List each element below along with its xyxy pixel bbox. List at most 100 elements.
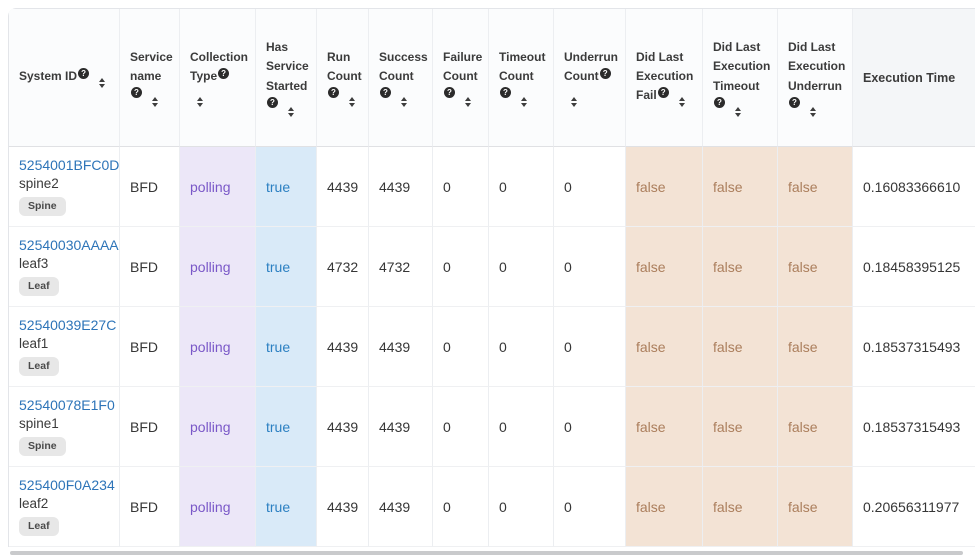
did-last-execution-timeout-cell: false [703,227,778,307]
column-label: Has Service Started [266,40,309,93]
did-last-execution-timeout-cell: false [703,307,778,387]
help-icon[interactable]: ? [657,87,669,99]
system-id-cell: 525400F0A234 leaf2 Leaf [9,467,120,547]
system-id-link[interactable]: 525400F0A234 [19,477,115,494]
failure-count-cell: 0 [433,147,489,227]
system-name: leaf3 [19,256,49,272]
service-name-cell: BFD [120,307,180,387]
help-icon[interactable]: ? [599,68,611,79]
help-icon[interactable]: ? [444,87,455,99]
service-name-cell: BFD [120,227,180,307]
did-last-execution-fail-cell: false [626,147,703,227]
horizontal-scrollbar[interactable] [10,551,963,555]
system-id-link[interactable]: 5254001BFC0D [19,157,120,174]
system-id-link[interactable]: 52540078E1F0 [19,397,115,414]
failure-count-cell: 0 [433,387,489,467]
sort-icon[interactable] [197,97,203,108]
execution-time-cell: 0.18458395125 [853,227,975,307]
system-name: leaf1 [19,336,49,352]
timeout-count-cell: 0 [489,307,554,387]
help-icon[interactable]: ? [500,87,511,99]
did-last-execution-underrun-cell: false [778,147,853,227]
system-id-cell: 52540039E27C leaf1 Leaf [9,307,120,387]
column-header-timeout-count[interactable]: Timeout Count ? [489,9,554,147]
collection-type-cell: polling [180,307,256,387]
column-header-did-last-execution-fail[interactable]: Did Last Execution Fail? [626,9,703,147]
underrun-count-cell: 0 [554,307,626,387]
has-service-started-cell: true [256,227,317,307]
did-last-execution-fail-cell: false [626,227,703,307]
help-icon[interactable]: ? [714,96,725,108]
help-icon[interactable]: ? [380,87,391,99]
failure-count-cell: 0 [433,227,489,307]
success-count-cell: 4439 [369,387,433,467]
sort-icon[interactable] [465,97,472,108]
timeout-count-cell: 0 [489,147,554,227]
help-icon[interactable]: ? [131,87,142,99]
success-count-cell: 4439 [369,307,433,387]
collection-type-cell: polling [180,227,256,307]
header-row: System ID? Service name ? Collection Typ… [9,9,975,147]
help-icon[interactable]: ? [218,68,230,79]
service-name-cell: BFD [120,467,180,547]
column-header-has-service-started[interactable]: Has Service Started ? [256,9,317,147]
did-last-execution-timeout-cell: false [703,467,778,547]
role-badge: Leaf [19,277,59,296]
column-header-did-last-execution-underrun[interactable]: Did Last Execution Underrun ? [778,9,853,147]
column-label: Did Last Execution Fail [636,49,694,103]
column-label: Success Count [379,49,428,83]
run-count-cell: 4439 [317,307,369,387]
column-header-collection-type[interactable]: Collection Type? [180,9,256,147]
column-header-did-last-execution-timeout[interactable]: Did Last Execution Timeout ? [703,9,778,147]
table-row: 52540039E27C leaf1 Leaf BFD polling true… [9,307,975,387]
system-id-link[interactable]: 52540030AAAA [19,237,119,254]
underrun-count-cell: 0 [554,147,626,227]
service-name-cell: BFD [120,387,180,467]
help-icon[interactable]: ? [267,96,278,108]
column-label: System ID [19,69,78,83]
sort-icon[interactable] [679,97,686,108]
column-header-run-count[interactable]: Run Count ? [317,9,369,147]
failure-count-cell: 0 [433,467,489,547]
column-label: Run Count [327,49,362,83]
did-last-execution-underrun-cell: false [778,307,853,387]
service-name-cell: BFD [120,147,180,227]
sort-icon[interactable] [571,97,577,108]
sort-icon[interactable] [288,106,295,117]
role-badge: Spine [19,437,66,456]
sort-icon[interactable] [521,97,528,108]
column-header-failure-count[interactable]: Failure Count ? [433,9,489,147]
sort-icon[interactable] [401,97,408,108]
system-name: spine2 [19,176,59,192]
sort-icon[interactable] [99,78,106,88]
run-count-cell: 4732 [317,227,369,307]
has-service-started-cell: true [256,307,317,387]
did-last-execution-timeout-cell: false [703,147,778,227]
column-label: Did Last Execution Timeout [713,40,771,93]
column-header-execution-time[interactable]: Execution Time [853,9,975,147]
column-header-service-name[interactable]: Service name ? [120,9,180,147]
system-id-cell: 52540078E1F0 spine1 Spine [9,387,120,467]
table-row: 5254001BFC0D spine2 Spine BFD polling tr… [9,147,975,227]
sort-icon[interactable] [152,97,159,108]
help-icon[interactable]: ? [328,87,339,99]
underrun-count-cell: 0 [554,467,626,547]
sort-icon[interactable] [810,106,817,117]
role-badge: Leaf [19,517,59,536]
role-badge: Leaf [19,357,59,376]
did-last-execution-underrun-cell: false [778,387,853,467]
collection-type-cell: polling [180,147,256,227]
system-id-link[interactable]: 52540039E27C [19,317,117,334]
column-header-system-id[interactable]: System ID? [9,9,120,147]
help-icon[interactable]: ? [78,68,90,79]
execution-time-cell: 0.18537315493 [853,307,975,387]
sort-icon[interactable] [349,97,356,108]
column-header-success-count[interactable]: Success Count ? [369,9,433,147]
services-table: System ID? Service name ? Collection Typ… [8,8,975,547]
run-count-cell: 4439 [317,147,369,227]
system-id-cell: 52540030AAAA leaf3 Leaf [9,227,120,307]
sort-icon[interactable] [735,106,742,117]
help-icon[interactable]: ? [789,96,800,108]
failure-count-cell: 0 [433,307,489,387]
column-header-underrun-count[interactable]: Underrun Count? [554,9,626,147]
